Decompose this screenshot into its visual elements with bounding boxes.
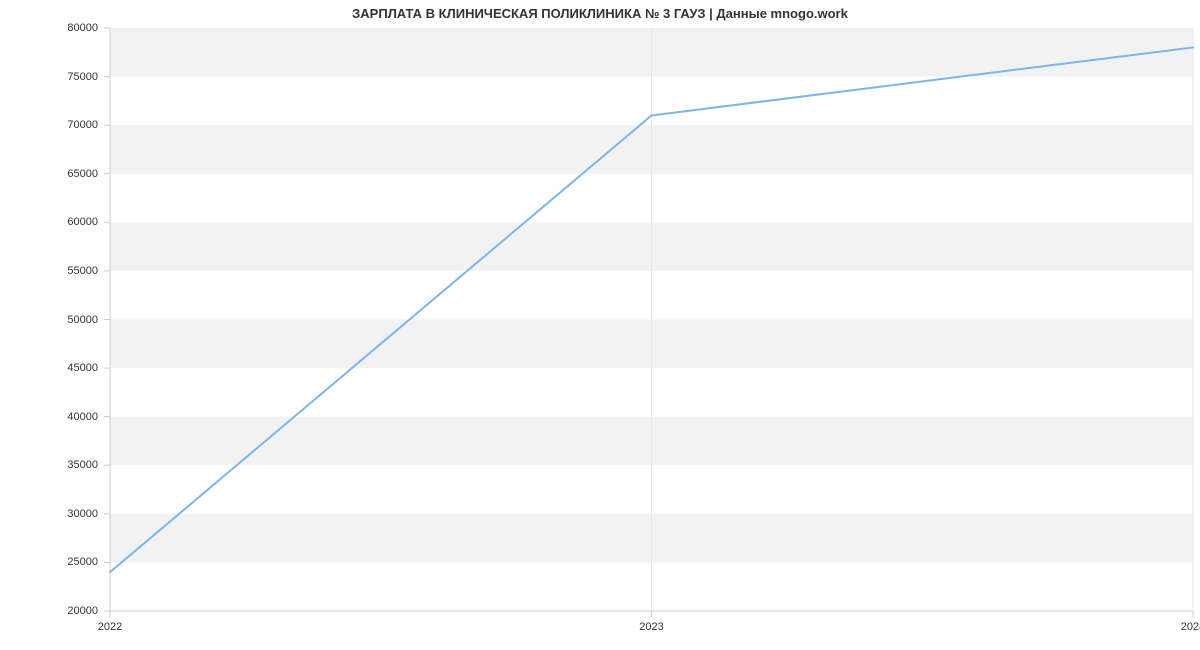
chart-plot-svg [0, 0, 1200, 650]
y-tick-label: 25000 [0, 556, 98, 568]
y-tick-label: 70000 [0, 119, 98, 131]
y-tick-label: 20000 [0, 605, 98, 617]
y-tick-label: 80000 [0, 22, 98, 34]
x-tick-label: 2024 [1181, 621, 1200, 633]
y-tick-label: 65000 [0, 168, 98, 180]
y-tick-label: 55000 [0, 265, 98, 277]
x-tick-label: 2023 [639, 621, 663, 633]
y-tick-label: 30000 [0, 508, 98, 520]
x-tick-label: 2022 [98, 621, 122, 633]
y-tick-label: 60000 [0, 216, 98, 228]
y-tick-label: 40000 [0, 411, 98, 423]
y-tick-label: 75000 [0, 71, 98, 83]
y-tick-label: 50000 [0, 314, 98, 326]
salary-line-chart: ЗАРПЛАТА В КЛИНИЧЕСКАЯ ПОЛИКЛИНИКА № 3 Г… [0, 0, 1200, 650]
y-tick-label: 45000 [0, 362, 98, 374]
y-tick-label: 35000 [0, 459, 98, 471]
